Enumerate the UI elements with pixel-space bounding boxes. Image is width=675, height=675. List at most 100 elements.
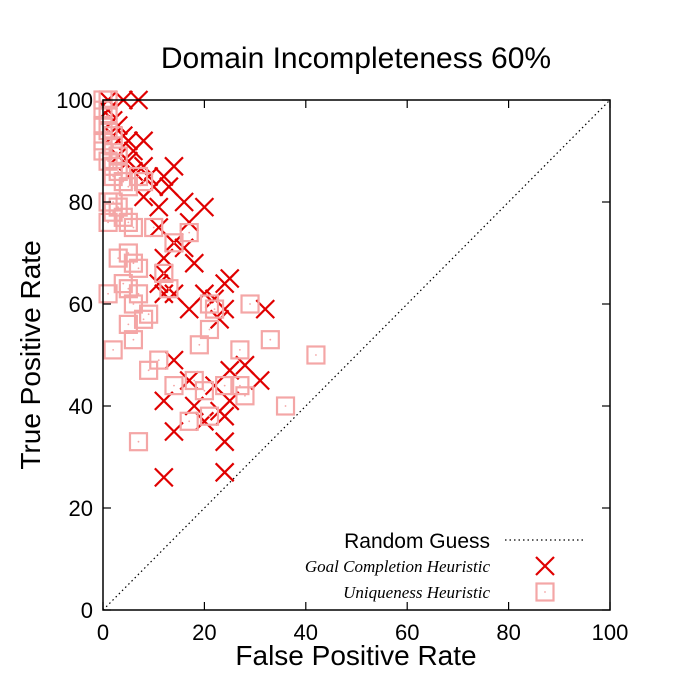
goal-completion-point	[164, 284, 184, 304]
x-tick-label: 80	[496, 620, 520, 645]
legend-uniqueness-marker	[535, 582, 555, 602]
uniqueness-point	[144, 217, 164, 238]
plot-frame	[102, 99, 611, 611]
x-tick-label: 40	[294, 620, 318, 645]
uniqueness-point	[133, 309, 154, 329]
uniqueness-point	[230, 376, 250, 396]
x-tick-label: 60	[395, 620, 419, 645]
goal-completion-point	[179, 212, 199, 233]
uniqueness-point	[118, 279, 138, 299]
uniqueness-point	[149, 350, 169, 370]
legend-random-guess-label: Random Guess	[344, 530, 490, 553]
uniqueness-point	[184, 370, 204, 391]
uniqueness-point	[215, 376, 235, 396]
uniqueness-point	[128, 258, 149, 278]
uniqueness-point	[133, 172, 154, 192]
uniqueness-point	[108, 146, 128, 166]
goal-completion-point	[179, 299, 199, 319]
uniqueness-point	[240, 294, 260, 314]
legend-square-mark	[535, 582, 555, 602]
goal-completion-point	[154, 284, 174, 304]
random-guess-line	[102, 99, 611, 611]
legend-goal-completion-label: Goal Completion Heuristic	[305, 557, 491, 576]
uniqueness-point	[103, 166, 123, 187]
uniqueness-point	[98, 120, 118, 141]
x-tick-label: 0	[97, 620, 109, 645]
uniqueness-point	[260, 330, 280, 350]
uniqueness-point	[194, 381, 214, 401]
uniqueness-point	[103, 126, 123, 146]
uniqueness-point	[103, 202, 123, 222]
uniqueness-point	[108, 161, 128, 181]
chart-title: Domain Incompleteness 60%	[161, 42, 551, 75]
uniqueness-point	[159, 279, 179, 299]
uniqueness-point	[108, 197, 128, 217]
goal-completion-point	[138, 166, 159, 187]
y-tick-label: 60	[69, 292, 93, 317]
uniqueness-point	[275, 396, 296, 416]
legend-goal-completion-marker	[535, 556, 555, 576]
goal-completion-point	[194, 197, 215, 217]
uniqueness-point	[113, 274, 133, 294]
uniqueness-point	[118, 177, 138, 197]
uniqueness-point	[98, 284, 118, 304]
legend-x-mark	[535, 556, 555, 576]
goal-completion-point	[154, 467, 174, 488]
uniqueness-point	[179, 411, 199, 431]
uniqueness-point	[118, 243, 138, 263]
uniqueness-point	[98, 151, 118, 171]
uniqueness-point	[123, 294, 144, 314]
goal-completion-point	[148, 197, 169, 217]
goal-completion-series	[98, 90, 276, 488]
uniqueness-point	[103, 136, 123, 156]
x-tick-label: 20	[192, 620, 216, 645]
uniqueness-point	[98, 105, 118, 125]
x-axis-ticks: 0 20 40 60 80 100	[97, 100, 628, 645]
y-tick-label: 20	[69, 496, 93, 521]
uniqueness-point	[204, 299, 225, 319]
goal-completion-point	[174, 192, 194, 212]
uniqueness-point	[98, 212, 118, 232]
uniqueness-point	[179, 223, 199, 243]
uniqueness-point	[128, 166, 149, 187]
y-axis-ticks: 0 20 40 60 80 100	[56, 88, 610, 623]
uniqueness-point	[103, 156, 123, 176]
uniqueness-point	[235, 386, 255, 406]
x-tick-label: 100	[592, 620, 629, 645]
legend-uniqueness-label: Uniqueness Heuristic	[343, 583, 490, 602]
goal-completion-point	[159, 176, 179, 197]
uniqueness-point	[199, 319, 220, 340]
goal-completion-point	[219, 268, 240, 289]
uniqueness-point	[164, 376, 184, 396]
y-axis-label: True Positive Rate	[15, 240, 46, 469]
goal-completion-point	[164, 156, 184, 177]
uniqueness-point	[123, 253, 144, 273]
uniqueness-point	[113, 207, 133, 227]
uniqueness-point	[139, 304, 159, 324]
uniqueness-point	[154, 263, 174, 283]
goal-completion-point	[214, 462, 235, 483]
uniqueness-point	[128, 284, 149, 304]
uniqueness-point	[189, 335, 209, 355]
uniqueness-point	[113, 172, 133, 192]
uniqueness-point	[139, 360, 159, 380]
uniqueness-point	[199, 294, 220, 314]
goal-completion-point	[214, 431, 235, 452]
x-axis-label: False Positive Rate	[235, 640, 476, 671]
uniqueness-point	[164, 233, 184, 253]
goal-completion-point	[184, 253, 205, 273]
uniqueness-point	[123, 330, 144, 350]
uniqueness-point	[123, 217, 144, 238]
y-tick-label: 100	[56, 88, 93, 113]
legend: Random Guess Goal Completion Heuristic U…	[305, 530, 586, 602]
y-tick-label: 40	[69, 394, 93, 419]
uniqueness-point	[118, 212, 138, 232]
uniqueness-point	[108, 248, 128, 268]
y-tick-label: 80	[69, 190, 93, 215]
uniqueness-point	[118, 314, 138, 334]
y-tick-label: 0	[81, 598, 93, 623]
uniqueness-point	[306, 345, 326, 365]
uniqueness-point	[103, 340, 123, 360]
goal-completion-point	[148, 273, 169, 294]
